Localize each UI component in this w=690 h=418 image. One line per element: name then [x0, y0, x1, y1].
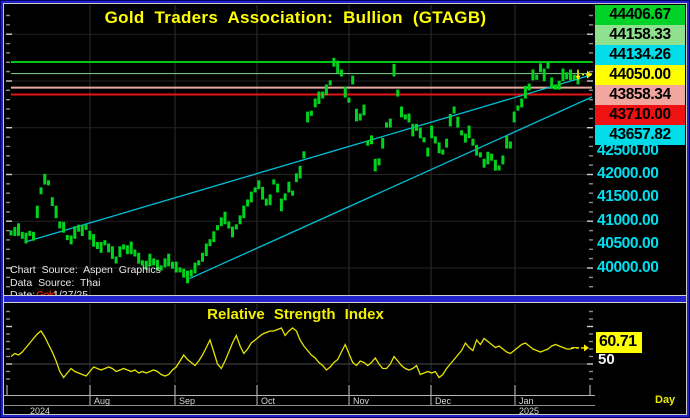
y-axis-tick-label: 40500.00	[597, 235, 659, 252]
price-level-label-stack: 44406.67 44158.33 44134.26 44050.00 43858.34…	[595, 5, 685, 145]
price-level-label: 44158.33	[595, 25, 685, 45]
rsi-title: Relative Strength Index	[207, 306, 384, 323]
price-level-label: 43710.00	[595, 105, 685, 125]
rsi-canvas[interactable]	[4, 303, 595, 384]
y-axis-tick-label: 42000.00	[597, 165, 659, 182]
price-level-label: 43858.34	[595, 85, 685, 105]
month-label: Aug	[94, 396, 111, 406]
chart-title: Gold Traders Association: Bullion (GTAGB…	[104, 8, 487, 27]
y-axis-tick-label: 41500.00	[597, 188, 659, 205]
price-axis-column[interactable]: 44406.67 44158.33 44134.26 44050.00 43858.34…	[595, 4, 686, 414]
chart-source-text: Chart Source: Aspen Graphics	[10, 264, 161, 276]
month-label: Dec	[435, 396, 452, 406]
data-source-text: Data Source: Thai	[10, 277, 101, 289]
price-level-label: 44406.67	[595, 5, 685, 25]
year-label: 2024	[30, 406, 51, 416]
panel-divider[interactable]	[4, 296, 686, 302]
price-level-label: 44050.00	[595, 65, 685, 85]
price-level-label: 43657.82	[595, 125, 685, 145]
period-day-label: Day	[655, 394, 676, 406]
y-axis-tick-label: 42500.00	[597, 142, 659, 159]
y-axis-tick-label: 41000.00	[597, 212, 659, 229]
month-label: Jan	[519, 396, 534, 406]
main-chart-canvas[interactable]	[4, 4, 595, 295]
price-level-label: 44134.26	[595, 45, 685, 65]
month-label: Oct	[261, 396, 276, 406]
time-axis[interactable]	[4, 384, 595, 414]
panel-divider-bottom-edge	[4, 302, 686, 303]
rsi-panel[interactable]	[4, 303, 595, 384]
time-axis-canvas	[4, 385, 595, 406]
month-label: Nov	[353, 396, 370, 406]
y-axis-tick-label: 40000.00	[597, 259, 659, 276]
month-label: Sep	[179, 396, 196, 406]
rsi-midline-label: 50	[598, 351, 615, 368]
panel-divider-top-edge	[4, 295, 686, 296]
rsi-value-label: 60.71	[596, 332, 642, 353]
year-label: 2025	[519, 406, 540, 416]
